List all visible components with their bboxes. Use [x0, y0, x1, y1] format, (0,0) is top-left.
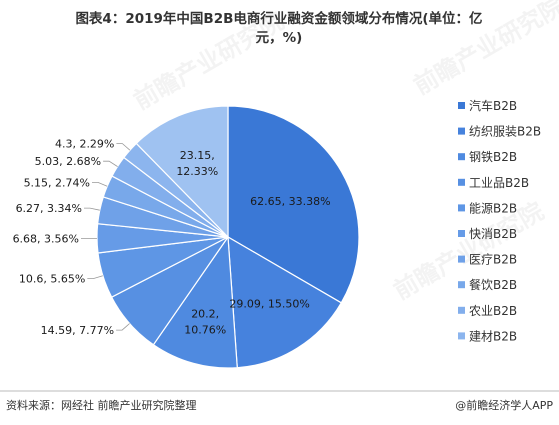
pie-slice-3 [152, 235, 238, 369]
data-label-8: 5.15, 2.74% [24, 176, 90, 189]
legend-swatch-7 [458, 255, 465, 263]
data-label-7: 6.27, 3.34% [16, 202, 82, 215]
leader-line-4 [116, 323, 130, 331]
legend: 汽车B2B 纺织服装B2B 钢铁B2B 工业品B2B 能源B2B 快消B2B 医疗B2B 餐饮… [458, 98, 541, 343]
legend-swatch-10 [458, 332, 465, 340]
legend-swatch-5 [458, 204, 465, 212]
legend-swatch-2 [458, 127, 465, 135]
legend-label-7: 医疗B2B [469, 253, 517, 267]
brand-text: @前瞻经济学人APP [455, 398, 553, 412]
legend-swatch-9 [458, 306, 465, 314]
legend-swatch-1 [458, 102, 465, 109]
leader-line-10 [116, 143, 131, 151]
data-label-2: 29.09, 15.50% [229, 298, 309, 311]
pie-slice-2 [227, 235, 343, 369]
pie-slices [96, 105, 360, 369]
chart-title-line-2: 元，%) [256, 30, 303, 46]
data-label-11-line-1: 23.15, [180, 149, 215, 162]
legend-label-10: 建材B2B [469, 329, 517, 343]
data-label-4: 14.59, 7.77% [41, 324, 114, 337]
source-text: 资料来源：网经社 前瞻产业研究院整理 [6, 398, 197, 412]
data-label-1: 62.65, 33.38% [250, 195, 330, 208]
legend-swatch-4 [458, 178, 465, 186]
legend-label-2: 纺织服装B2B [469, 125, 541, 139]
pie-slice-1 [227, 105, 360, 304]
data-label-10: 4.3, 2.29% [55, 138, 114, 151]
leader-line-9 [103, 160, 118, 167]
chart-title-line-1: 图表4：2019年中国B2B电商行业融资金额领域分布情况(单位：亿 [75, 10, 482, 27]
legend-label-5: 能源B2B [469, 201, 517, 215]
leader-line-7 [84, 207, 100, 211]
data-label-11-line-2: 12.33% [176, 165, 218, 178]
data-labels: 62.65, 33.38% 29.09, 15.50% 20.2, 10.76% 23.… [13, 138, 331, 338]
data-label-6: 6.68, 3.56% [13, 233, 79, 246]
data-label-9: 5.03, 2.68% [35, 155, 101, 168]
legend-swatch-3 [458, 153, 465, 161]
legend-label-3: 钢铁B2B [469, 150, 517, 164]
legend-label-4: 工业品B2B [469, 176, 529, 190]
data-label-5: 10.6, 5.65% [19, 273, 85, 286]
data-label-3-line-2: 10.76% [184, 323, 226, 336]
data-label-3-line-1: 20.2, [191, 307, 219, 320]
legend-label-6: 快消B2B [469, 227, 517, 241]
legend-label-8: 餐饮B2B [469, 277, 517, 292]
leader-lines [81, 143, 131, 331]
legend-label-9: 农业B2B [469, 304, 517, 318]
legend-swatch-8 [458, 281, 465, 289]
leader-line-8 [92, 181, 108, 187]
legend-label-1: 汽车B2B [469, 98, 517, 113]
legend-swatch-6 [458, 230, 465, 237]
pie-slice-11 [135, 105, 229, 239]
leader-line-5 [87, 275, 103, 280]
